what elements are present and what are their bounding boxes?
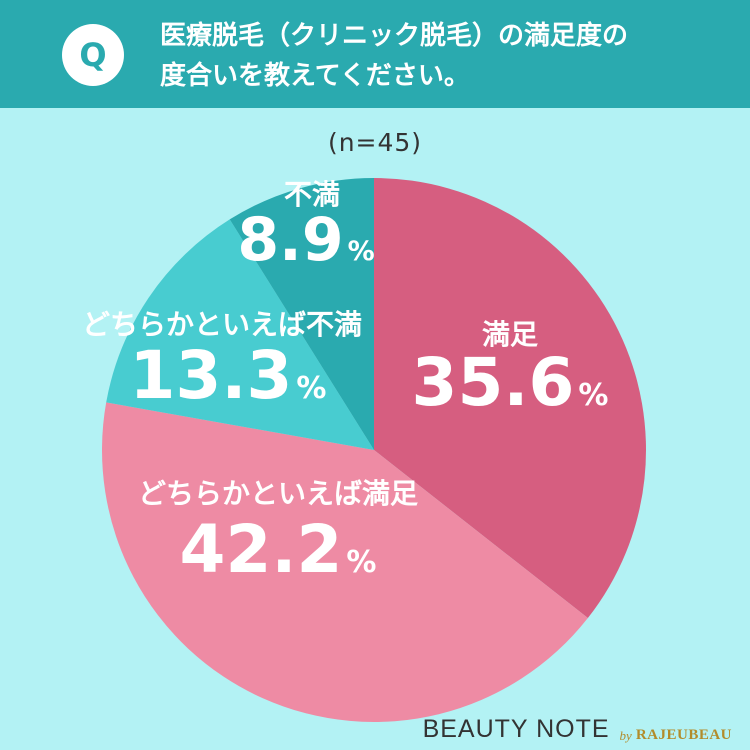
pie-slice <box>101 402 588 722</box>
question-line-2: 度合いを教えてください。 <box>160 61 470 91</box>
question-line-1: 医療脱毛（クリニック脱毛）の満足度の <box>160 21 629 51</box>
slice-value-label: 35.6% <box>412 344 609 421</box>
slice-label: どちらかといえば満足 <box>138 477 418 510</box>
question-header: Q 医療脱毛（クリニック脱毛）の満足度の 度合いを教えてください。 <box>0 0 750 108</box>
brand-logo: BEAUTY NOTE <box>422 715 610 743</box>
slice-value-label: 13.3% <box>130 337 327 414</box>
sample-size: (n=45) <box>327 128 423 157</box>
slice-label: 不満 <box>284 178 340 211</box>
slice-value-label: 42.2% <box>180 511 377 588</box>
slice-value-label: 8.9% <box>237 205 374 275</box>
pie-slice <box>374 178 647 619</box>
partner-name: RAJEUBEAU <box>635 727 732 743</box>
partner-logo: by RAJEUBEAU <box>620 727 732 744</box>
slice-label: どちらかといえば不満 <box>82 308 362 341</box>
question-text: 医療脱毛（クリニック脱毛）の満足度の 度合いを教えてください。 <box>160 16 730 96</box>
partner-by: by <box>619 728 632 743</box>
pie-slice <box>106 219 375 450</box>
footer: BEAUTY NOTE by RAJEUBEAU <box>423 715 732 744</box>
q-badge: Q <box>62 24 124 86</box>
slice-label: 満足 <box>482 318 538 351</box>
pie-slice <box>229 178 374 450</box>
